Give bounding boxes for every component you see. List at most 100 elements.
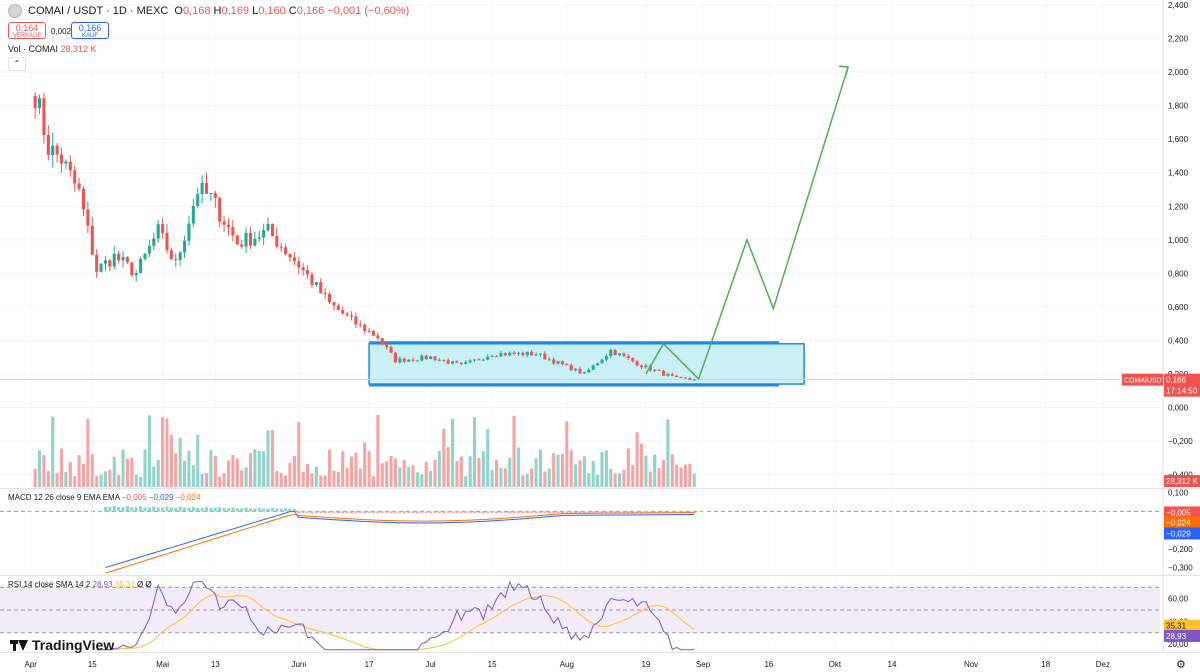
candle-body xyxy=(683,377,687,379)
volume-bar xyxy=(336,471,340,487)
macd-histogram-bar xyxy=(587,511,591,514)
candle-body xyxy=(279,246,283,248)
macd-histogram-bar xyxy=(683,511,687,513)
candle-body xyxy=(226,224,231,227)
volume-bar xyxy=(675,464,679,487)
macd-histogram-bar xyxy=(499,511,503,513)
candle-body xyxy=(675,375,679,378)
candle-body xyxy=(653,369,657,371)
volume-bar xyxy=(407,466,411,487)
volume-bar xyxy=(358,468,362,487)
volume-bar xyxy=(134,474,138,487)
candle-body xyxy=(477,359,481,361)
time-tick-label: Aug xyxy=(560,660,574,669)
volume-bar xyxy=(328,449,332,487)
macd-histogram-bar xyxy=(600,511,604,514)
macd-histogram-bar xyxy=(288,508,292,512)
rsi-legend[interactable]: RSI 14 close SMA 14 2 28,93 35,31 Ø Ø xyxy=(8,580,152,589)
volume-bar xyxy=(569,450,573,487)
volume-bar xyxy=(143,449,147,487)
buy-label: KAUF xyxy=(81,33,98,39)
sell-button[interactable]: 0,164 VERKAUF xyxy=(8,22,46,39)
tradingview-logo[interactable]: TradingView xyxy=(10,637,114,653)
macd-histogram-bar xyxy=(569,511,573,513)
candle-body xyxy=(490,356,494,358)
symbol-header[interactable]: COMAI / USDT · 1D · MEXC O0,168 H0,169 L… xyxy=(8,4,409,18)
price-tick-label: 0,400 xyxy=(1168,336,1189,345)
candle-body xyxy=(543,353,547,360)
volume-bar xyxy=(670,454,674,487)
candle-body xyxy=(503,353,507,356)
candle-body xyxy=(257,237,261,239)
volume-bar xyxy=(86,418,90,487)
candle-body xyxy=(670,374,674,376)
macd-histogram-bar xyxy=(314,511,318,513)
countdown-tag: 17:14:50 xyxy=(1166,387,1198,396)
candle-body xyxy=(77,183,81,189)
macd-legend[interactable]: MACD 12 26 close 9 EMA EMA −0,005 −0,029… xyxy=(8,493,200,502)
volume-bar xyxy=(196,434,200,487)
volume-bar xyxy=(574,464,578,487)
macd-histogram-bar xyxy=(301,511,305,513)
candle-body xyxy=(319,282,323,293)
candle-body xyxy=(534,354,538,356)
macd-histogram-bar xyxy=(187,507,191,512)
rsi-title: RSI 14 close SMA 14 2 xyxy=(8,580,91,589)
volume-bar xyxy=(455,460,459,487)
macd-histogram-bar xyxy=(279,508,283,512)
macd-signal-tag-bg xyxy=(1164,516,1200,529)
macd-histogram-bar xyxy=(670,511,674,513)
macd-histogram-bar xyxy=(407,511,411,513)
macd-histogram-bar xyxy=(437,511,441,513)
macd-histogram-bar xyxy=(147,507,151,512)
gear-icon[interactable]: ⚙ xyxy=(1176,659,1186,671)
volume-bar xyxy=(459,456,463,487)
time-tick-label: Juni xyxy=(291,660,306,669)
tradingview-icon xyxy=(10,639,28,651)
candle-body xyxy=(222,221,226,225)
volume-bar xyxy=(191,465,195,487)
macd-histogram-bar xyxy=(244,507,248,512)
candle-body xyxy=(398,358,402,363)
volume-label: Vol · COMAI xyxy=(8,44,59,54)
volume-bar xyxy=(591,460,595,487)
time-tick-label: Okt xyxy=(829,660,842,669)
volume-bar xyxy=(345,468,349,487)
collapse-icon[interactable]: ⌃ xyxy=(8,57,26,71)
candles xyxy=(33,92,696,381)
candle-body xyxy=(125,257,129,263)
candle-body xyxy=(244,232,248,247)
time-tick-label: Nov xyxy=(964,660,978,669)
volume-bar xyxy=(147,415,151,487)
time-tick-label: 15 xyxy=(88,660,97,669)
volume-bar xyxy=(516,447,521,487)
candle-body xyxy=(464,362,468,364)
volume-bar xyxy=(42,454,46,487)
volume-bar xyxy=(442,428,446,487)
macd-histogram-bar xyxy=(103,506,107,512)
candle-body xyxy=(486,356,490,360)
macd-histogram-bar xyxy=(253,508,257,512)
candle-body xyxy=(161,224,165,233)
candle-body xyxy=(604,355,608,360)
candle-body xyxy=(68,161,72,171)
candle-body xyxy=(64,161,68,164)
volume-legend[interactable]: Vol · COMAI 28,312 K xyxy=(8,44,97,54)
buy-button[interactable]: 0,166 KAUF xyxy=(71,22,109,39)
macd-histogram-bar xyxy=(367,511,371,513)
macd-histogram-bar xyxy=(582,511,586,513)
volume-bar xyxy=(468,456,472,487)
volume-bar xyxy=(38,450,42,487)
candle-body xyxy=(582,372,586,374)
volume-bar xyxy=(534,458,538,487)
macd-histogram-bar xyxy=(376,511,380,514)
volume-bar xyxy=(683,464,687,487)
candle-body xyxy=(95,254,99,272)
macd-histogram-bar xyxy=(152,506,156,512)
volume-bar xyxy=(499,467,503,487)
time-tick-label: Sep xyxy=(696,660,711,669)
volume-bar xyxy=(635,432,639,487)
macd-histogram-bar xyxy=(538,511,542,513)
volume-bar xyxy=(288,462,292,487)
